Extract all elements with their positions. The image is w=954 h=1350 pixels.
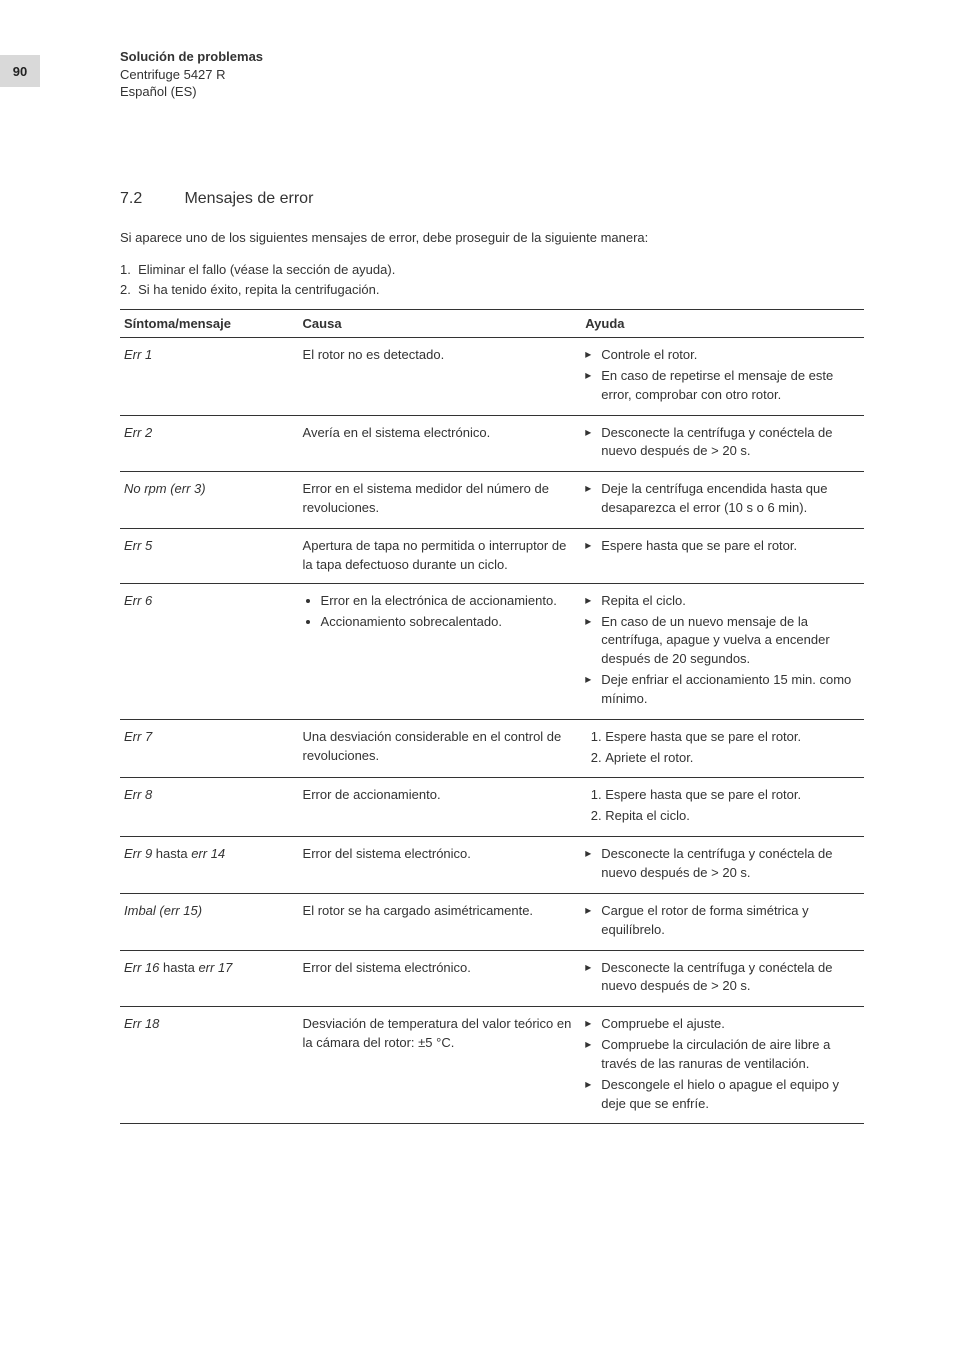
cause-item: Error en la electrónica de accionamiento… bbox=[321, 592, 578, 611]
help-item: Cargue el rotor de forma simétrica y equ… bbox=[585, 902, 860, 940]
help-list: Desconecte la centrífuga y conéctela de … bbox=[585, 959, 860, 997]
header-title: Solución de problemas bbox=[120, 48, 263, 66]
symptom: Err 6 bbox=[124, 593, 152, 608]
symptom: Imbal (err 15) bbox=[124, 903, 202, 918]
cause: Error del sistema electrónico. bbox=[299, 950, 582, 1007]
help-item: Repita el ciclo. bbox=[605, 807, 860, 826]
symptom-range-a: Err 16 bbox=[124, 960, 159, 975]
help-item: Compruebe el ajuste. bbox=[585, 1015, 860, 1034]
table-row: Err 1 El rotor no es detectado. Controle… bbox=[120, 338, 864, 416]
intro-paragraph: Si aparece uno de los siguientes mensaje… bbox=[120, 228, 864, 248]
table-row: Err 6 Error en la electrónica de acciona… bbox=[120, 583, 864, 719]
help-list: Espere hasta que se pare el rotor. bbox=[585, 537, 860, 556]
table-row: Imbal (err 15) El rotor se ha cargado as… bbox=[120, 893, 864, 950]
symptom: Err 8 bbox=[124, 787, 152, 802]
th-cause: Causa bbox=[299, 310, 582, 338]
help-list: Desconecte la centrífuga y conéctela de … bbox=[585, 845, 860, 883]
pre-steps: 1. Eliminar el fallo (véase la sección d… bbox=[120, 260, 864, 302]
section-number: 7.2 bbox=[120, 190, 180, 208]
table-header-row: Síntoma/mensaje Causa Ayuda bbox=[120, 310, 864, 338]
cause: El rotor no es detectado. bbox=[299, 338, 582, 416]
symptom-range-b: err 14 bbox=[191, 846, 225, 861]
help-item: Compruebe la circulación de aire libre a… bbox=[585, 1036, 860, 1074]
table-row: Err 9 hasta err 14 Error del sistema ele… bbox=[120, 837, 864, 894]
cause: Una desviación considerable en el contro… bbox=[299, 719, 582, 778]
symptom: Err 2 bbox=[124, 425, 152, 440]
help-list: Espere hasta que se pare el rotor. Repit… bbox=[585, 786, 860, 826]
th-help: Ayuda bbox=[581, 310, 864, 338]
pre-step-2: Si ha tenido éxito, repita la centrifuga… bbox=[138, 282, 379, 297]
help-item: Deje la centrífuga encendida hasta que d… bbox=[585, 480, 860, 518]
symptom: Err 18 bbox=[124, 1016, 159, 1031]
symptom-range-mid: hasta bbox=[159, 960, 198, 975]
symptom-range-mid: hasta bbox=[152, 846, 191, 861]
help-item: Controle el rotor. bbox=[585, 346, 860, 365]
pre-step-1: Eliminar el fallo (véase la sección de a… bbox=[138, 262, 395, 277]
table-row: Err 16 hasta err 17 Error del sistema el… bbox=[120, 950, 864, 1007]
cause-list: Error en la electrónica de accionamiento… bbox=[303, 592, 578, 632]
symptom: Err 7 bbox=[124, 729, 152, 744]
table-row: Err 5 Apertura de tapa no permitida o in… bbox=[120, 529, 864, 584]
table-row: No rpm (err 3) Error en el sistema medid… bbox=[120, 472, 864, 529]
help-item: Espere hasta que se pare el rotor. bbox=[605, 728, 860, 747]
cause: Apertura de tapa no permitida o interrup… bbox=[299, 529, 582, 584]
help-item: Desconecte la centrífuga y conéctela de … bbox=[585, 424, 860, 462]
help-item: Espere hasta que se pare el rotor. bbox=[585, 537, 860, 556]
section-heading: 7.2 Mensajes de error bbox=[120, 190, 864, 208]
table-row: Err 2 Avería en el sistema electrónico. … bbox=[120, 415, 864, 472]
symptom: No rpm (err 3) bbox=[124, 481, 206, 496]
help-item: Deje enfriar el accionamiento 15 min. co… bbox=[585, 671, 860, 709]
running-header: Solución de problemas Centrifuge 5427 R … bbox=[120, 48, 263, 101]
table-row: Err 8 Error de accionamiento. Espere has… bbox=[120, 778, 864, 837]
symptom: Err 5 bbox=[124, 538, 152, 553]
cause: Error en el sistema medidor del número d… bbox=[299, 472, 582, 529]
cause-item: Accionamiento sobrecalentado. bbox=[321, 613, 578, 632]
content-area: 7.2 Mensajes de error Si aparece uno de … bbox=[120, 50, 864, 1124]
help-item: Desconecte la centrífuga y conéctela de … bbox=[585, 845, 860, 883]
th-symptom: Síntoma/mensaje bbox=[120, 310, 299, 338]
symptom-range-a: Err 9 bbox=[124, 846, 152, 861]
page: 90 Solución de problemas Centrifuge 5427… bbox=[0, 0, 954, 1350]
help-list: Deje la centrífuga encendida hasta que d… bbox=[585, 480, 860, 518]
help-item: En caso de un nuevo mensaje de la centrí… bbox=[585, 613, 860, 670]
symptom-range-b: err 17 bbox=[198, 960, 232, 975]
help-item: Apriete el rotor. bbox=[605, 749, 860, 768]
help-item: Desconecte la centrífuga y conéctela de … bbox=[585, 959, 860, 997]
cause: El rotor se ha cargado asimétricamente. bbox=[299, 893, 582, 950]
cause: Avería en el sistema electrónico. bbox=[299, 415, 582, 472]
cause: Error de accionamiento. bbox=[299, 778, 582, 837]
help-list: Espere hasta que se pare el rotor. Aprie… bbox=[585, 728, 860, 768]
help-item: En caso de repetirse el mensaje de este … bbox=[585, 367, 860, 405]
cause: Error del sistema electrónico. bbox=[299, 837, 582, 894]
help-item: Espere hasta que se pare el rotor. bbox=[605, 786, 860, 805]
symptom: Err 1 bbox=[124, 347, 152, 362]
help-list: Controle el rotor. En caso de repetirse … bbox=[585, 346, 860, 405]
error-table: Síntoma/mensaje Causa Ayuda Err 1 El rot… bbox=[120, 309, 864, 1124]
help-list: Compruebe el ajuste. Compruebe la circul… bbox=[585, 1015, 860, 1113]
help-item: Repita el ciclo. bbox=[585, 592, 860, 611]
help-list: Desconecte la centrífuga y conéctela de … bbox=[585, 424, 860, 462]
cause: Desviación de temperatura del valor teór… bbox=[299, 1007, 582, 1124]
help-list: Cargue el rotor de forma simétrica y equ… bbox=[585, 902, 860, 940]
table-row: Err 7 Una desviación considerable en el … bbox=[120, 719, 864, 778]
page-number: 90 bbox=[0, 55, 40, 87]
header-subtitle: Centrifuge 5427 R bbox=[120, 66, 263, 84]
help-list: Repita el ciclo. En caso de un nuevo men… bbox=[585, 592, 860, 709]
header-language: Español (ES) bbox=[120, 83, 263, 101]
section-title: Mensajes de error bbox=[184, 190, 313, 207]
help-item: Descongele el hielo o apague el equipo y… bbox=[585, 1076, 860, 1114]
table-row: Err 18 Desviación de temperatura del val… bbox=[120, 1007, 864, 1124]
